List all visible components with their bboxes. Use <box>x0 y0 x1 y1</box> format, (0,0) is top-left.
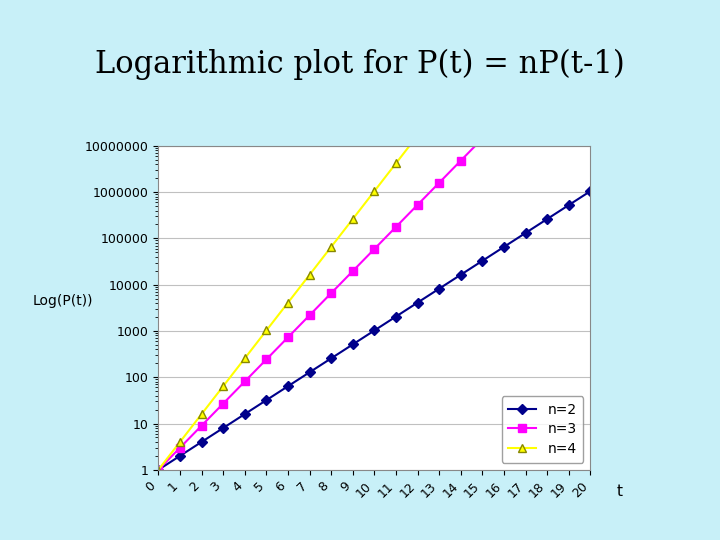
n=3 <box>240 378 249 384</box>
n=3 <box>564 47 573 53</box>
n=4 <box>219 383 228 389</box>
n=2 <box>176 453 184 459</box>
n=4 <box>370 188 379 194</box>
n=2 <box>262 397 271 403</box>
n=4 <box>262 327 271 334</box>
n=2 <box>500 244 508 250</box>
n=3 <box>413 201 422 208</box>
Line: n=3: n=3 <box>154 24 595 474</box>
n=3 <box>543 69 552 76</box>
n=4 <box>327 244 336 250</box>
n=3 <box>327 290 336 296</box>
Legend: n=2, n=3, n=4: n=2, n=3, n=4 <box>502 396 583 463</box>
n=3 <box>284 334 292 341</box>
n=2 <box>284 383 292 389</box>
n=3 <box>478 136 487 142</box>
n=4 <box>284 299 292 306</box>
n=2 <box>413 299 422 306</box>
n=4 <box>176 438 184 445</box>
n=4 <box>154 467 163 473</box>
n=3 <box>305 312 314 319</box>
n=2 <box>435 286 444 292</box>
Y-axis label: Log(P(t)): Log(P(t)) <box>33 294 94 308</box>
n=2 <box>305 369 314 375</box>
n=2 <box>564 202 573 208</box>
n=3 <box>262 356 271 363</box>
n=4 <box>456 77 465 83</box>
n=2 <box>219 425 228 431</box>
n=4 <box>478 49 487 55</box>
n=2 <box>392 313 400 320</box>
n=4 <box>348 216 357 222</box>
Text: t: t <box>616 484 622 499</box>
n=3 <box>392 224 400 230</box>
n=3 <box>370 246 379 252</box>
n=2 <box>456 272 465 278</box>
n=2 <box>478 258 487 264</box>
n=4 <box>435 104 444 111</box>
n=3 <box>521 91 530 98</box>
n=4 <box>392 160 400 166</box>
n=2 <box>197 438 206 445</box>
n=2 <box>327 355 336 362</box>
n=3 <box>219 400 228 407</box>
n=4 <box>305 272 314 278</box>
n=3 <box>586 25 595 31</box>
Line: n=4: n=4 <box>154 0 595 474</box>
n=3 <box>435 179 444 186</box>
n=2 <box>521 230 530 236</box>
n=4 <box>240 355 249 362</box>
n=2 <box>586 188 595 194</box>
n=3 <box>348 268 357 274</box>
n=3 <box>456 157 465 164</box>
n=2 <box>240 411 249 417</box>
Text: Logarithmic plot for P(t) = nP(t-1): Logarithmic plot for P(t) = nP(t-1) <box>95 49 625 80</box>
n=2 <box>543 216 552 222</box>
n=3 <box>500 113 508 120</box>
n=2 <box>348 341 357 348</box>
n=2 <box>154 467 163 473</box>
n=2 <box>370 327 379 334</box>
n=4 <box>197 411 206 417</box>
n=4 <box>500 21 508 27</box>
n=3 <box>176 444 184 451</box>
n=3 <box>154 467 163 473</box>
n=4 <box>413 132 422 139</box>
Line: n=2: n=2 <box>155 188 594 473</box>
n=3 <box>197 422 206 429</box>
